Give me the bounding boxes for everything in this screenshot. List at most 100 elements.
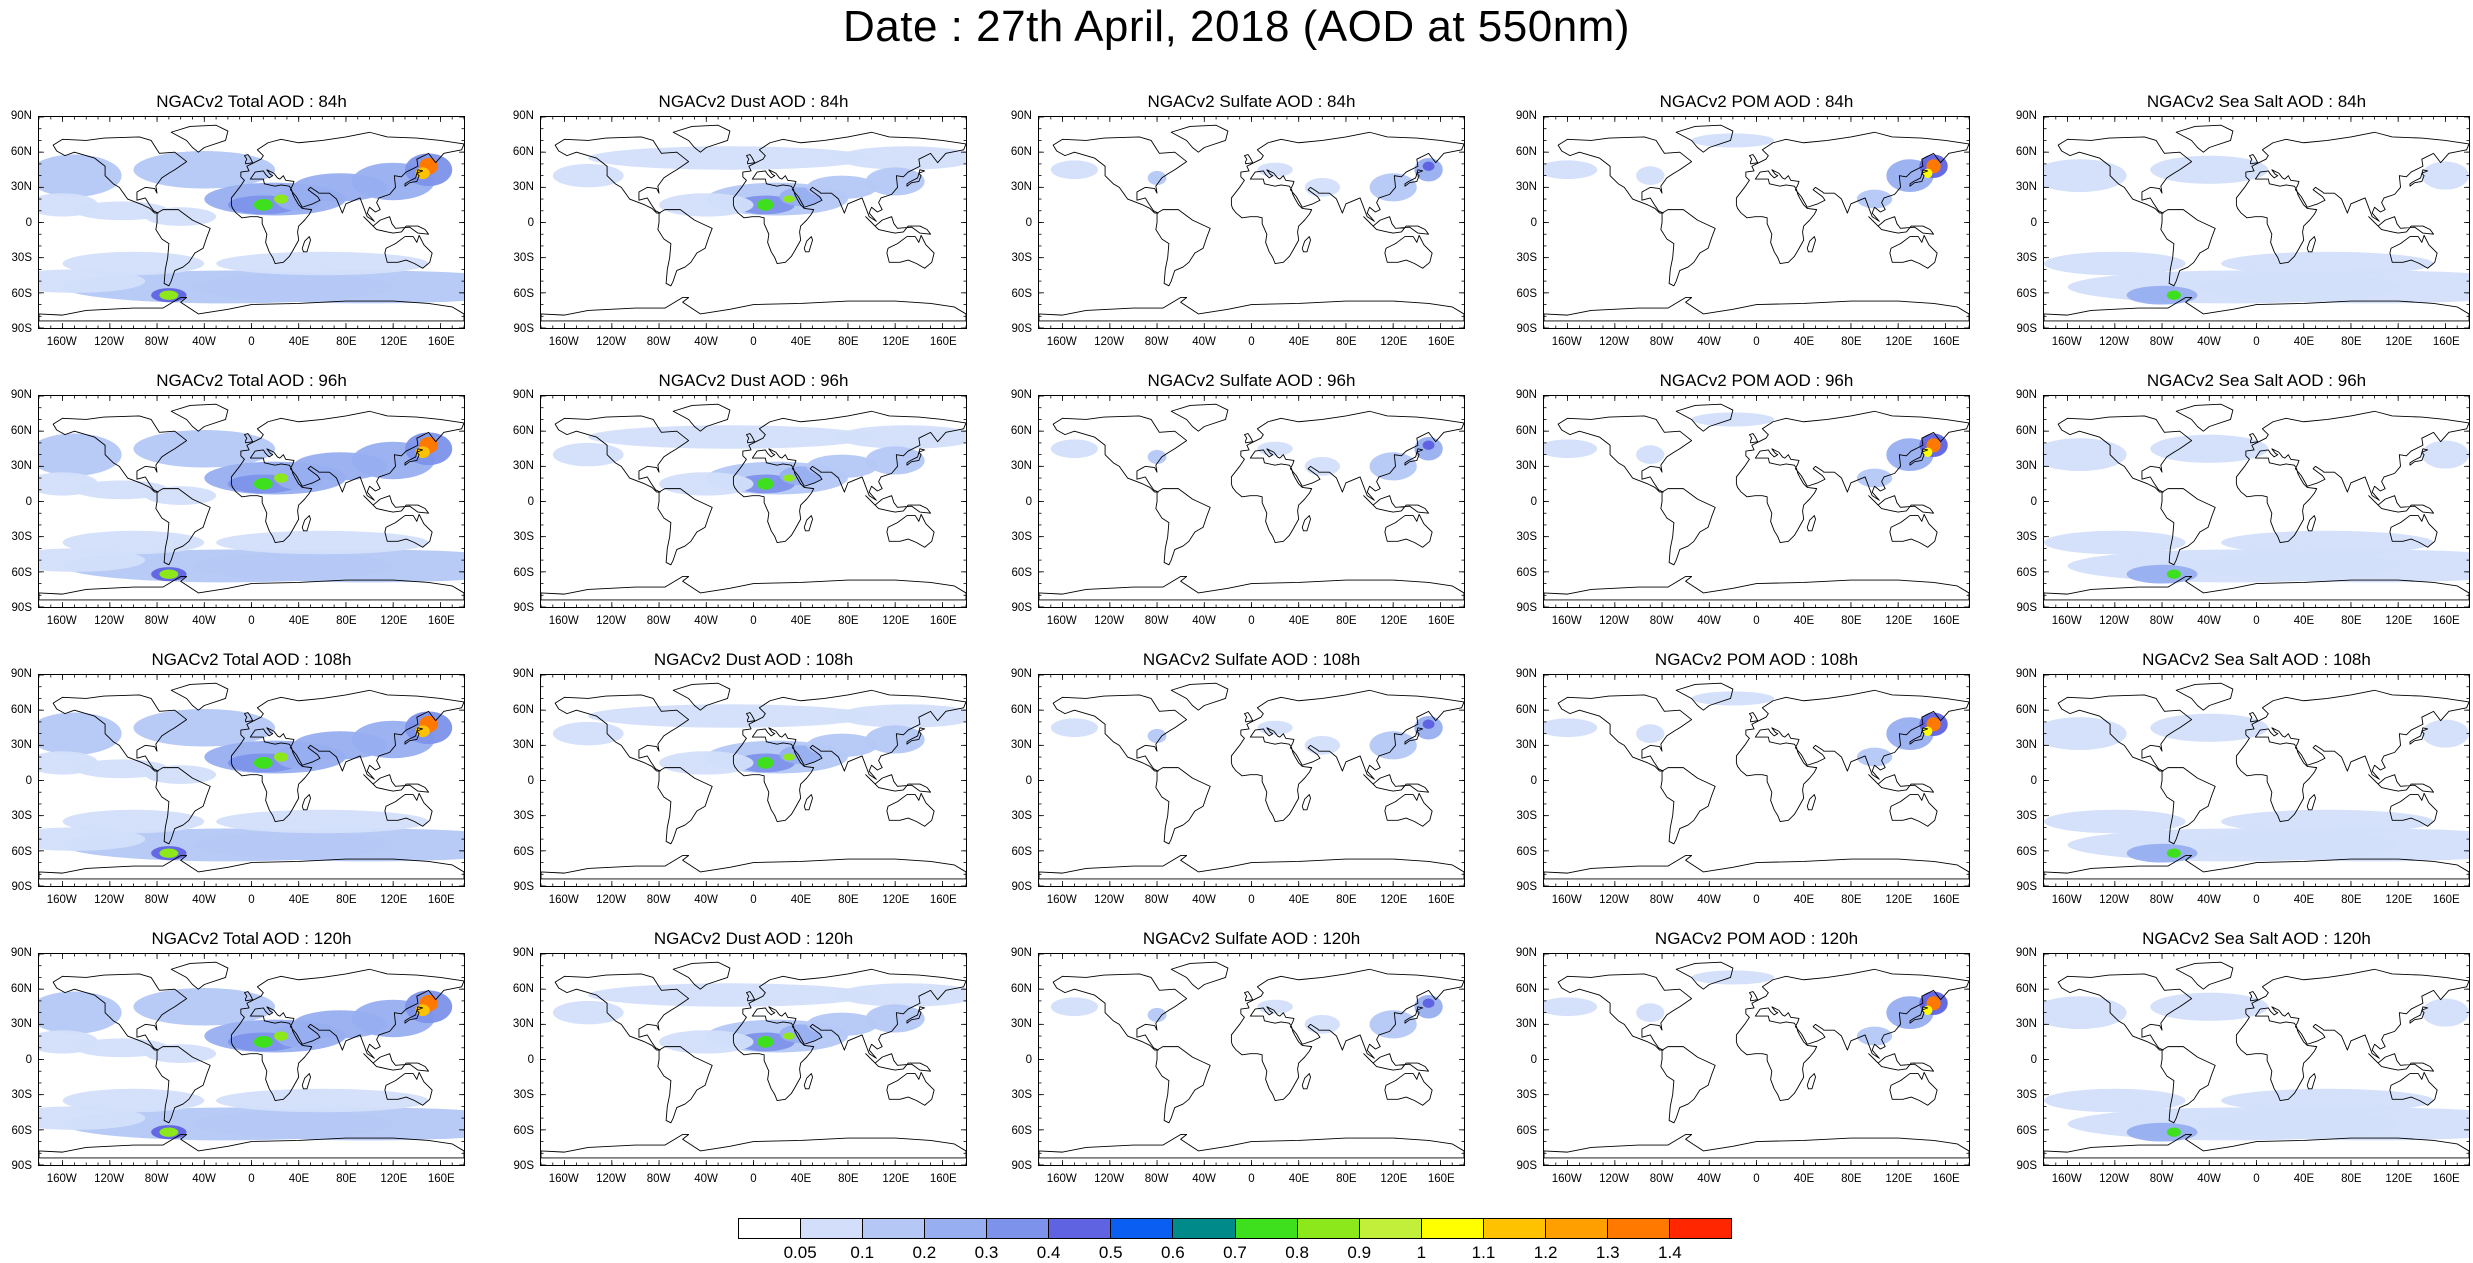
map-panel: NGACv2 Total AOD : 96h 90N 60N 30N 0 30S 60S 90… [0, 371, 480, 627]
aod-region [192, 1107, 464, 1141]
lon-tick-label: 40W [694, 894, 718, 906]
colorbar-swatch [1545, 1219, 1608, 1238]
indonesia-outline [2368, 1053, 2435, 1072]
aod-region [1544, 439, 1598, 459]
lat-tick-label: 0 [1530, 1053, 1537, 1066]
lon-tick-label: 40W [1697, 615, 1721, 627]
lat-tick-label: 90N [10, 947, 32, 959]
aod-hotspot [253, 478, 273, 490]
lon-tick-label: 80W [1144, 894, 1169, 906]
aod-region [133, 708, 276, 747]
lat-tick-label: 30S [1516, 531, 1537, 543]
lon-tick-label: 160E [1932, 894, 1960, 906]
aod-region [1636, 724, 1665, 743]
africa-eurasia-outline [732, 689, 966, 822]
australia-outline [2389, 792, 2438, 827]
lat-tick-label: 90N [2015, 668, 2037, 680]
panel-title: NGACv2 Sulfate AOD : 120h [1142, 929, 1361, 948]
lon-tick-label: 40E [2293, 615, 2315, 627]
lat-tick-label: 60S [11, 287, 32, 300]
lon-tick-label: 0 [248, 1173, 255, 1185]
lon-tick-label: 40W [192, 1173, 216, 1185]
antarctica-outline [39, 576, 464, 601]
north-america-outline [1557, 136, 1693, 214]
lon-tick-label: 80E [1336, 336, 1357, 348]
aod-map [1544, 954, 1969, 1165]
africa-eurasia-outline [1735, 968, 1969, 1101]
lat-tick-label: 30N [1515, 181, 1537, 193]
indonesia-outline [1363, 1053, 1430, 1072]
lat-tick-label: 60S [513, 287, 534, 300]
aod-field [1544, 970, 1948, 1046]
lon-tick-label: 40E [2293, 336, 2315, 348]
lat-tick-label: 60N [10, 703, 32, 716]
uk-outline [243, 712, 254, 723]
lat-tick-label: 60S [1011, 287, 1032, 300]
indonesia-outline [363, 774, 430, 793]
aod-region [552, 442, 624, 467]
lat-tick-label: 60N [1515, 703, 1537, 716]
africa-eurasia-outline [1230, 689, 1464, 822]
lon-tick-label: 80W [1649, 894, 1674, 906]
colorbar-swatch [739, 1219, 802, 1238]
aod-region [552, 163, 624, 188]
aod-region [2126, 843, 2198, 863]
map-panel: NGACv2 Dust AOD : 120h 90N 60N 30N 0 30S 60S 90… [502, 929, 982, 1185]
lon-tick-label: 160W [2051, 615, 2082, 627]
aod-region [2044, 1088, 2186, 1113]
aod-region [659, 193, 754, 217]
map-panel: NGACv2 Sulfate AOD : 96h 90N 60N 30N 0 30S 60S… [1000, 371, 1480, 627]
japan-outline [404, 169, 424, 187]
greenland-outline [1675, 682, 1734, 711]
madagascar-outline [301, 794, 311, 811]
australia-outline [886, 792, 935, 827]
aod-field [1050, 158, 1443, 202]
australia-outline [886, 234, 935, 269]
lon-tick-label: 120W [1599, 894, 1630, 906]
greenland-outline [2175, 682, 2234, 711]
australia-outline [1384, 1071, 1433, 1106]
lat-tick-label: 60N [10, 424, 32, 437]
aod-hotspot [253, 1036, 273, 1048]
antarctica-outline [1544, 855, 1969, 880]
lat-tick-label: 60S [513, 845, 534, 858]
aod-field [1544, 133, 1948, 209]
aod-hotspot [1422, 719, 1435, 729]
aod-region [1691, 691, 1775, 706]
lat-tick-label: 0 [527, 216, 534, 229]
japan-outline [2409, 448, 2429, 466]
greenland-outline [1170, 403, 1229, 432]
aod-region [2421, 440, 2469, 469]
antarctica-outline [2044, 1134, 2469, 1159]
coastlines [1039, 124, 1464, 322]
aod-field [2044, 992, 2469, 1142]
aod-region [2044, 996, 2127, 1030]
lat-tick-label: 0 [527, 774, 534, 787]
uk-outline [1748, 154, 1759, 165]
lat-tick-label: 90S [1011, 1160, 1032, 1172]
south-america-outline [1155, 209, 1211, 287]
panel-title: NGACv2 Sulfate AOD : 96h [1147, 371, 1356, 390]
lon-tick-label: 80W [144, 1173, 169, 1185]
aod-region [552, 721, 624, 746]
aod-region [39, 269, 146, 293]
africa-eurasia-outline [2235, 131, 2469, 264]
australia-outline [1384, 792, 1433, 827]
uk-outline [243, 991, 254, 1002]
aod-map [2044, 117, 2469, 328]
lat-tick-label: 60N [1010, 982, 1032, 995]
panel-title: NGACv2 Total AOD : 108h [151, 650, 352, 669]
lon-tick-label: 160W [46, 894, 77, 906]
colorbar-swatch [1111, 1219, 1174, 1238]
lon-tick-label: 40W [1697, 1173, 1721, 1185]
south-america-outline [657, 1046, 713, 1124]
axis-ticks [541, 675, 966, 886]
lon-tick-label: 160E [929, 336, 957, 348]
lon-tick-label: 80W [646, 615, 671, 627]
lat-tick-label: 0 [527, 1053, 534, 1066]
africa-eurasia-outline [2235, 968, 2469, 1101]
lat-tick-label: 30S [1011, 1089, 1032, 1101]
lat-tick-label: 30S [11, 531, 32, 543]
lon-tick-label: 160W [1551, 894, 1582, 906]
south-america-outline [1660, 488, 1716, 566]
